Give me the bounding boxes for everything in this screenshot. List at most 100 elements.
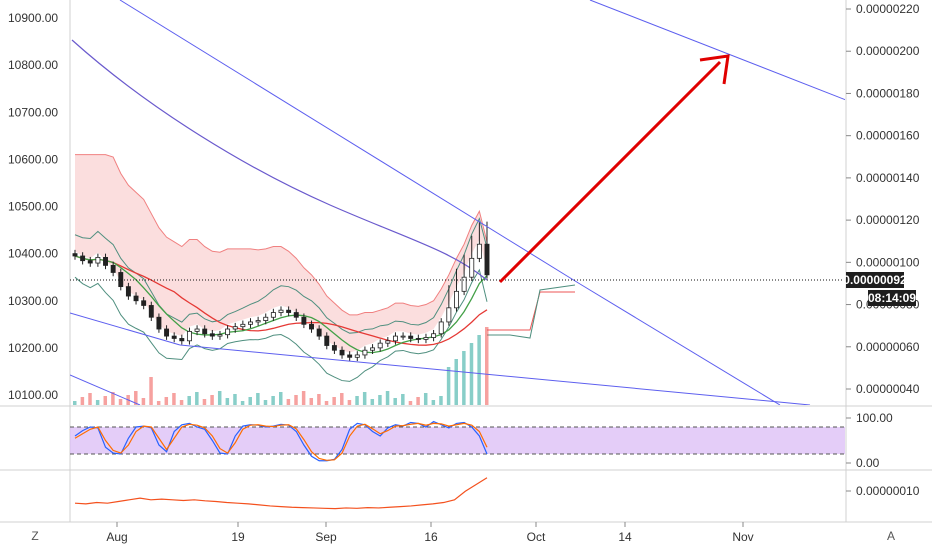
right-tick-label: 0.00000140 <box>856 171 920 185</box>
lower-indicator-line <box>74 477 488 510</box>
right-tick-label: 0.00000160 <box>856 129 920 143</box>
right-tick-label: 0.00000100 <box>856 255 920 269</box>
countdown-badge: 08:14:09 <box>868 290 916 306</box>
candle-body <box>469 257 475 278</box>
volume-bar <box>393 398 397 405</box>
volume-bar <box>362 392 367 405</box>
x-tick-label: Sep <box>315 530 337 544</box>
forward-span-green <box>487 284 576 339</box>
volume-bar <box>225 398 230 405</box>
candle-body <box>179 338 185 342</box>
volume-bar <box>217 391 222 405</box>
countdown-value: 08:14:09 <box>868 291 916 305</box>
candle-body <box>217 334 223 337</box>
right-tick-label: 0.00000120 <box>856 213 920 227</box>
volume-bar <box>271 396 275 405</box>
stoch-d-line <box>74 422 488 461</box>
x-tick-label: 14 <box>618 530 632 544</box>
volume-bar <box>309 398 314 405</box>
volume-bar <box>187 396 191 405</box>
candle-body <box>194 328 200 332</box>
stoch-tick-label: 0.00 <box>856 456 880 470</box>
volume-bar <box>286 399 291 405</box>
candle-body <box>309 323 314 330</box>
volume-bar <box>263 400 268 405</box>
candle-body <box>171 335 177 339</box>
volume-bar <box>80 397 85 405</box>
left-tick-label: 10700.00 <box>8 105 58 119</box>
right-tick-label: 0.00000060 <box>856 340 920 354</box>
zoom-toggle-label: Z <box>31 529 38 543</box>
stoch-tick-label: 100.00 <box>856 411 893 425</box>
time-axis[interactable]: Aug 19 Sep 16 Oct 14 Nov <box>106 522 754 544</box>
candle-body <box>186 330 192 342</box>
volume-bar <box>73 401 77 405</box>
right-tick-label: 0.00000220 <box>856 2 920 16</box>
volume-bar <box>111 392 115 405</box>
envelope-lower <box>74 268 488 382</box>
trendline-descending-upper-ext <box>579 283 781 405</box>
moving-average-red <box>74 255 488 346</box>
left-tick-label: 10400.00 <box>8 247 58 261</box>
candle-body <box>316 328 322 337</box>
candle-body <box>301 316 307 325</box>
left-tick-label: 10100.00 <box>8 388 58 402</box>
left-tick-label: 10600.00 <box>8 152 58 166</box>
candle-body <box>446 307 452 323</box>
volume-bar <box>88 393 92 405</box>
candle-body <box>461 276 467 292</box>
lower-indicator-panel[interactable] <box>74 477 488 510</box>
candle-body <box>324 335 330 346</box>
main-price-panel[interactable] <box>70 0 846 405</box>
trendline-support <box>179 344 811 405</box>
volume-bar <box>454 359 458 405</box>
volume-bar <box>408 401 413 405</box>
zoom-toggle-button[interactable]: Z <box>22 524 48 546</box>
volume-bar <box>439 396 443 405</box>
stoch-band <box>70 427 845 454</box>
volume-bar <box>141 398 146 405</box>
candle-body <box>103 256 108 266</box>
volume-bar <box>301 391 306 405</box>
volume-bar <box>446 367 451 405</box>
candle-body <box>240 323 246 328</box>
volume-bar <box>378 395 382 405</box>
volume-bar <box>423 393 428 405</box>
stoch-rsi-panel[interactable] <box>70 420 846 462</box>
volume-bar <box>370 399 375 405</box>
candle-body <box>95 256 101 264</box>
volume-bar <box>248 397 252 405</box>
candle-body <box>248 321 253 325</box>
candle-body <box>209 333 215 337</box>
volume-bar <box>149 377 153 405</box>
x-tick-label: 19 <box>231 530 245 544</box>
left-price-axis[interactable]: 10100.00 10200.00 10300.00 10400.00 10500.00… <box>8 11 58 402</box>
volume-bar <box>332 397 336 405</box>
volume-bar <box>317 394 321 405</box>
projection-arrow-head <box>699 54 730 85</box>
candle-body <box>141 300 147 306</box>
volume-bar <box>256 393 260 405</box>
cloud-upper-line <box>75 154 488 316</box>
volume-bar <box>431 400 436 405</box>
candle-body <box>454 290 459 309</box>
volume-bar <box>485 327 489 405</box>
candle-body <box>125 286 131 297</box>
candle-body <box>164 328 170 337</box>
moving-average-long <box>71 39 488 281</box>
x-tick-label: Nov <box>732 530 753 544</box>
left-tick-label: 10500.00 <box>8 200 58 214</box>
auto-scale-button[interactable]: A <box>878 524 904 546</box>
x-tick-label: Oct <box>527 530 546 544</box>
candle-body <box>370 347 376 351</box>
volume-bar <box>240 401 245 405</box>
right-tick-label: 0.00000180 <box>856 86 920 100</box>
right-price-axis[interactable]: 0.000000400.000000600.000000800.00000100… <box>846 2 920 498</box>
candle-body <box>339 349 345 356</box>
candle-body <box>400 335 406 338</box>
candle-body <box>354 354 360 358</box>
trendline-descending-upper <box>119 0 581 285</box>
volume-bar <box>156 401 161 405</box>
last-price-badge: 0.00000092 <box>843 272 907 288</box>
